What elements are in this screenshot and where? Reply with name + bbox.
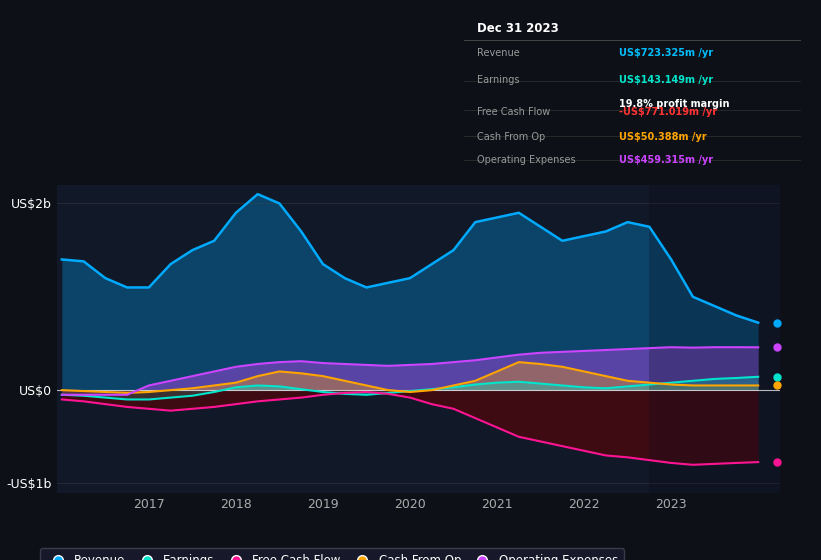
Text: Dec 31 2023: Dec 31 2023	[477, 22, 559, 35]
Text: Operating Expenses: Operating Expenses	[477, 155, 576, 165]
Text: Earnings: Earnings	[477, 75, 520, 85]
Bar	[649, 185, 784, 493]
Text: -US$771.019m /yr: -US$771.019m /yr	[619, 107, 717, 117]
Text: Revenue: Revenue	[477, 48, 520, 58]
Text: Cash From Op: Cash From Op	[477, 133, 546, 142]
Text: US$459.315m /yr: US$459.315m /yr	[619, 155, 713, 165]
Text: US$723.325m /yr: US$723.325m /yr	[619, 48, 713, 58]
Text: Free Cash Flow: Free Cash Flow	[477, 107, 551, 117]
Text: US$50.388m /yr: US$50.388m /yr	[619, 133, 706, 142]
Text: 19.8% profit margin: 19.8% profit margin	[619, 99, 729, 109]
Text: US$143.149m /yr: US$143.149m /yr	[619, 75, 713, 85]
Legend: Revenue, Earnings, Free Cash Flow, Cash From Op, Operating Expenses: Revenue, Earnings, Free Cash Flow, Cash …	[40, 548, 624, 560]
